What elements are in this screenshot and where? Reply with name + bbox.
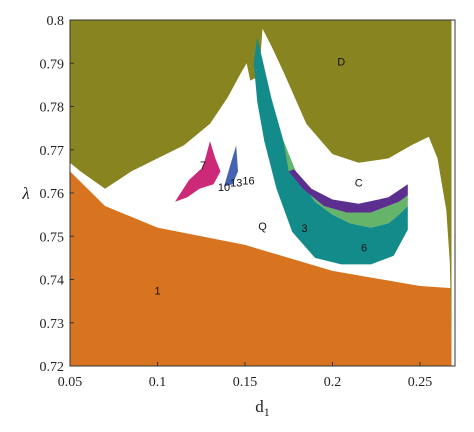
y-tick-label: 0.79 [40,57,65,72]
y-tick-label: 0.76 [40,187,65,202]
x-axis-ticks: 0.05 0.1 0.15 0.2 0.25 [58,362,433,390]
region-label: C [355,178,363,190]
region-label: D [337,56,345,68]
x-tick-label: 0.1 [149,375,167,390]
y-tick-label: 0.74 [40,274,65,289]
x-axis-label-subscript: 1 [264,405,270,419]
region-10 [224,145,238,187]
y-tick-label: 0.77 [40,144,65,159]
x-tick-label: 0.15 [233,375,258,390]
region-d [70,20,452,341]
region-label: 6 [361,242,367,254]
region-label: 16 [242,175,254,187]
x-axis-label-main: d [255,397,264,416]
x-axis-label: d1 [255,397,270,419]
region-violet [288,169,408,213]
region-7 [175,141,221,202]
x-tick-label: 0.25 [408,375,433,390]
y-tick-label: 0.73 [40,317,65,332]
y-tick-label: 0.72 [40,360,65,375]
region-label: 10 [218,182,230,194]
y-tick-label: 0.78 [40,101,65,116]
region-label: 3 [301,223,307,235]
y-tick-label: 0.75 [40,230,65,245]
plot-area [69,19,456,367]
y-tick-label: 0.8 [47,14,65,29]
region-annotations: D C Q 3 6 7 10 13 16 1 [154,56,367,297]
y-axis-ticks: 0.8 0.79 0.78 0.77 0.76 0.75 0.74 0.73 0.72 [40,14,74,375]
region-label: 13 [230,178,242,190]
region-1 [70,171,452,366]
x-tick-label: 0.2 [324,375,342,390]
region-label: 7 [200,160,206,172]
region-label: 1 [154,286,160,298]
y-axis-label: λ [21,184,29,203]
regions-layer [70,20,452,366]
region-3 [253,37,408,265]
x-tick-label: 0.05 [58,375,83,390]
region-label: Q [258,221,267,233]
